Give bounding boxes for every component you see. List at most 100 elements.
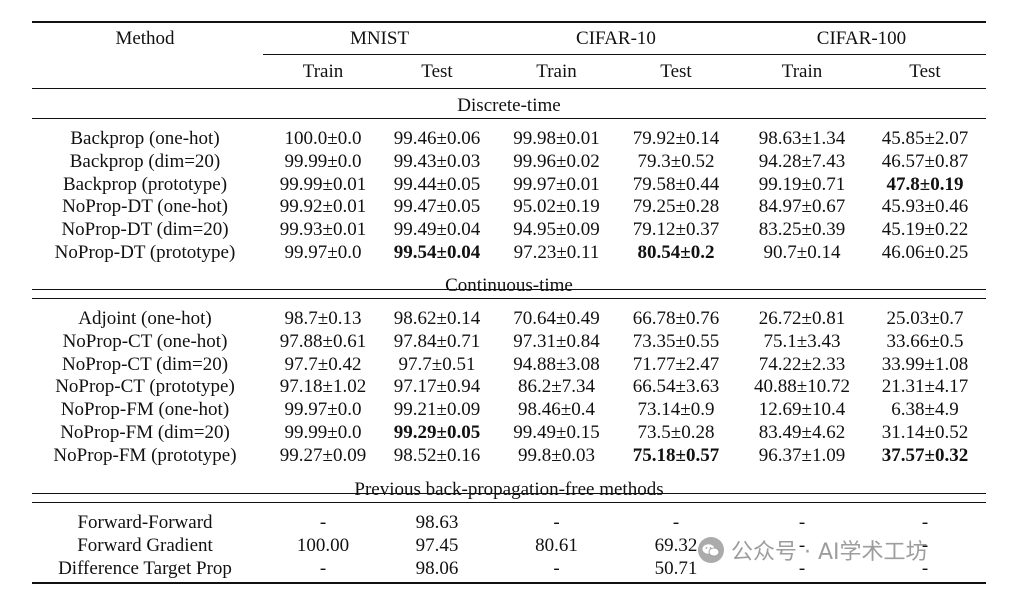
table-cell: 99.99±0.0 bbox=[284, 422, 362, 443]
table-cell: 79.58±0.44 bbox=[632, 173, 720, 195]
method-name: Backprop (one-hot) bbox=[70, 128, 220, 149]
table-cell: 99.96±0.02 bbox=[513, 150, 600, 172]
table-cell: 94.88±3.08 bbox=[513, 353, 600, 375]
table-cell: 80.61 bbox=[535, 534, 578, 556]
method-name: NoProp-FM (one-hot) bbox=[60, 399, 230, 421]
table-cell: 98.46±0.4 bbox=[518, 399, 595, 421]
table-cell: 99.97±0.0 bbox=[284, 399, 362, 421]
table-cell: 94.28±7.43 bbox=[758, 150, 846, 172]
table-cell: 75.1±3.43 bbox=[763, 330, 841, 352]
header-method: Method bbox=[115, 28, 175, 49]
table-row: Forward-Forward - 98.63 - - - - bbox=[32, 511, 986, 534]
table-cell: - bbox=[921, 557, 929, 579]
table-cell: 97.7±0.51 bbox=[398, 353, 476, 375]
table-row: NoProp-DT (dim=20) 99.93±0.01 99.49±0.04 94… bbox=[32, 218, 986, 241]
table-cell: - bbox=[921, 512, 929, 533]
table-cell: 97.23±0.11 bbox=[513, 242, 600, 263]
table-cell: - bbox=[921, 534, 929, 556]
table-cell: 45.19±0.22 bbox=[881, 219, 969, 241]
table-row: Forward Gradient 100.00 97.45 80.61 69.32 - - bbox=[32, 534, 986, 557]
table-cell: 45.93±0.46 bbox=[881, 196, 969, 218]
table-row: NoProp-CT (prototype) 97.18±1.02 97.17±0.9… bbox=[32, 375, 986, 398]
table-cell: 86.2±7.34 bbox=[518, 376, 595, 398]
table-cell: 74.22±2.33 bbox=[758, 353, 846, 375]
bottom-rule bbox=[32, 582, 986, 584]
table-cell: 26.72±0.81 bbox=[758, 308, 846, 329]
table-row: NoProp-DT (one-hot) 99.92±0.01 99.47±0.05 9… bbox=[32, 195, 986, 218]
method-name: NoProp-FM (dim=20) bbox=[60, 422, 230, 443]
table-row: NoProp-DT (prototype) 99.97±0.0 99.54±0.04… bbox=[32, 241, 986, 264]
table-cell: 99.29±0.05 bbox=[393, 422, 481, 443]
table-cell: 99.49±0.04 bbox=[393, 219, 481, 241]
table-cell: 46.57±0.87 bbox=[881, 150, 969, 172]
table-cell: 73.35±0.55 bbox=[632, 330, 720, 352]
table-cell: 97.18±1.02 bbox=[279, 376, 367, 398]
subheader-cifar100-train: Train bbox=[781, 61, 823, 82]
table-cell: - bbox=[798, 512, 806, 533]
table-cell: 73.5±0.28 bbox=[637, 422, 715, 443]
method-name: NoProp-DT (prototype) bbox=[54, 242, 236, 263]
subheader-mnist-train: Train bbox=[302, 61, 344, 82]
table-cell: 66.54±3.63 bbox=[632, 376, 720, 398]
table-cell: 99.54±0.04 bbox=[393, 242, 481, 263]
table-cell: 80.54±0.2 bbox=[637, 242, 715, 263]
table-row: Adjoint (one-hot) 98.7±0.13 98.62±0.14 70.6… bbox=[32, 307, 986, 330]
method-name: Adjoint (one-hot) bbox=[78, 308, 212, 329]
table-row: NoProp-FM (dim=20) 99.99±0.0 99.29±0.05 99.… bbox=[32, 421, 986, 444]
method-name: Backprop (dim=20) bbox=[69, 150, 221, 172]
method-name: NoProp-FM (prototype) bbox=[53, 444, 237, 466]
table-cell: 97.45 bbox=[415, 534, 459, 556]
table-cell: 97.17±0.94 bbox=[393, 376, 481, 398]
header-bottom-rule bbox=[32, 88, 986, 89]
table-cell: 94.95±0.09 bbox=[513, 219, 600, 241]
table-row: Difference Target Prop - 98.06 - 50.71 - - bbox=[32, 557, 986, 580]
table-cell: 98.63 bbox=[415, 512, 459, 533]
section-title: Continuous-time bbox=[445, 275, 573, 296]
table-cell: 99.49±0.15 bbox=[513, 422, 600, 443]
table-cell: 100.00 bbox=[296, 534, 350, 556]
section-title: Discrete-time bbox=[457, 95, 561, 116]
method-name: NoProp-CT (one-hot) bbox=[62, 330, 228, 352]
table-cell: - bbox=[319, 557, 327, 579]
table-cell: 97.88±0.61 bbox=[279, 330, 367, 352]
subheader-mnist-test: Test bbox=[421, 61, 453, 82]
table-cell: 99.43±0.03 bbox=[393, 150, 481, 172]
table-cell: 98.63±1.34 bbox=[758, 128, 846, 149]
table-cell: 83.49±4.62 bbox=[758, 422, 846, 443]
section-rule bbox=[32, 298, 986, 299]
subheader-cifar100-test: Test bbox=[909, 61, 941, 82]
table-cell: 99.93±0.01 bbox=[279, 219, 367, 241]
method-name: Difference Target Prop bbox=[58, 557, 232, 579]
table-cell: 47.8±0.19 bbox=[886, 173, 964, 195]
table-cell: 79.3±0.52 bbox=[637, 150, 715, 172]
table-cell: 79.12±0.37 bbox=[632, 219, 720, 241]
watermark: 公众号 · AI学术工坊 bbox=[697, 534, 928, 566]
table-cell: 66.78±0.76 bbox=[632, 308, 720, 329]
top-rule bbox=[32, 21, 986, 23]
table-cell: 83.25±0.39 bbox=[758, 219, 846, 241]
table-cell: 25.03±0.7 bbox=[886, 308, 964, 329]
table-cell: - bbox=[798, 557, 806, 579]
table-cell: 12.69±10.4 bbox=[758, 399, 846, 421]
table-cell: 99.99±0.0 bbox=[284, 150, 362, 172]
table-cell: 99.97±0.0 bbox=[284, 242, 362, 263]
header-row-datasets: Method MNIST CIFAR-10 CIFAR-100 bbox=[32, 27, 986, 50]
table-cell: 100.0±0.0 bbox=[284, 128, 362, 149]
table-cell: 6.38±4.9 bbox=[891, 399, 959, 421]
table-cell: 95.02±0.19 bbox=[513, 196, 600, 218]
table-cell: 97.7±0.42 bbox=[284, 353, 362, 375]
method-name: Forward-Forward bbox=[77, 512, 213, 533]
table-cell: 71.77±2.47 bbox=[632, 353, 720, 375]
subheader-cifar10-train: Train bbox=[536, 61, 577, 82]
section-end-rule bbox=[32, 493, 986, 494]
table-row: NoProp-CT (dim=20) 97.7±0.42 97.7±0.51 94.8… bbox=[32, 353, 986, 376]
table-cell: 99.46±0.06 bbox=[393, 128, 481, 149]
table-cell: 40.88±10.72 bbox=[754, 376, 850, 398]
section-title: Previous back-propagation-free methods bbox=[354, 479, 664, 500]
table-cell: 99.8±0.03 bbox=[518, 444, 595, 466]
table-cell: 46.06±0.25 bbox=[881, 242, 969, 263]
section-rule bbox=[32, 118, 986, 119]
section-rule bbox=[32, 502, 986, 503]
table-cell: 99.27±0.09 bbox=[279, 444, 367, 466]
method-name: NoProp-CT (prototype) bbox=[55, 376, 235, 398]
